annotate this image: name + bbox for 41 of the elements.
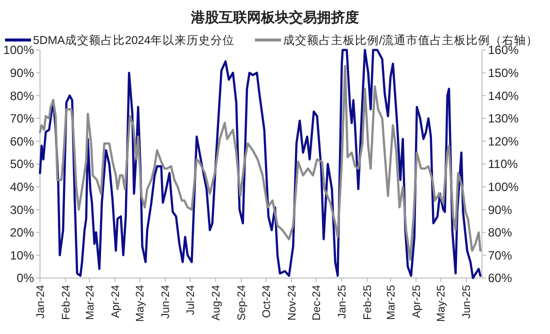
x-tick-label: Jan-24 [34, 285, 47, 319]
x-tick-label: Apr-24 [110, 285, 122, 318]
x-tick-label: Jul-24 [184, 285, 197, 315]
x-tick-label: Mar-25 [385, 285, 398, 320]
y2-tick-label: 110% [488, 157, 518, 172]
y-tick-label: 100% [3, 43, 34, 58]
x-tick-label: Feb-25 [362, 285, 374, 320]
y2-tick-label: 130% [488, 112, 520, 126]
y2-tick-label: 140% [488, 88, 520, 103]
x-tick-label: Jun-24 [160, 285, 172, 319]
x-tick-label: Jun-25 [461, 285, 474, 319]
y2-tick-label: 80% [488, 226, 512, 240]
y-tick-label: 20% [10, 226, 34, 240]
y-tick-label: 90% [10, 66, 34, 80]
x-tick-label: Dec-24 [311, 285, 324, 320]
legend-label: 5DMA成交额占比2024年以来历史分位 [33, 33, 235, 48]
y-tick-label: 10% [10, 248, 34, 262]
x-tick-label: Oct-24 [260, 285, 273, 318]
chart-title: 港股互联网板块交易拥挤度 [190, 9, 359, 25]
x-tick-label: Sep-24 [236, 285, 248, 320]
x-tick-label: May-24 [134, 285, 147, 322]
x-tick-label: Aug-24 [210, 285, 222, 320]
y-tick-label: 50% [10, 157, 34, 172]
x-tick-label: Feb-24 [60, 285, 72, 320]
y-tick-label: 0% [16, 271, 34, 286]
y-tick-label: 30% [10, 202, 34, 217]
x-tick-label: Nov-24 [286, 285, 298, 320]
y2-tick-label: 60% [488, 271, 512, 286]
y2-tick-label: 120% [488, 134, 520, 148]
y2-tick-label: 90% [488, 202, 512, 217]
y-tick-label: 40% [10, 180, 34, 194]
y2-tick-label: 150% [488, 66, 520, 80]
y2-tick-label: 100% [488, 180, 520, 194]
y2-tick-label: 70% [488, 248, 512, 262]
y-tick-label: 70% [10, 112, 34, 126]
x-tick-label: Apr-25 [410, 285, 423, 318]
x-tick-label: May-25 [436, 285, 448, 322]
x-tick-label: Jan-25 [336, 285, 349, 319]
x-tick-label: Mar-24 [84, 285, 96, 320]
y-tick-label: 80% [10, 88, 34, 103]
y-tick-label: 60% [10, 134, 34, 148]
